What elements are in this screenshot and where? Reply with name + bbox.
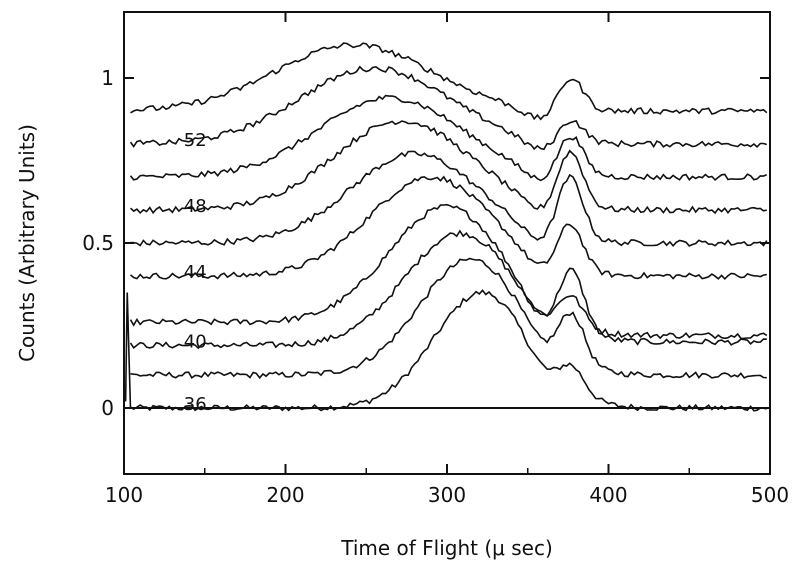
series-label: 48 — [184, 196, 207, 217]
series-line — [129, 65, 768, 151]
series-line — [129, 175, 767, 281]
y-tick-label: 0.5 — [82, 231, 114, 255]
x-tick-label: 100 — [105, 483, 143, 507]
y-tick-label: 1 — [101, 66, 114, 90]
series-line — [129, 120, 767, 215]
axes: 100 200 300 400 500 0 0.5 1 — [82, 12, 789, 507]
x-axis-title: Time of Flight (μ sec) — [340, 536, 553, 560]
x-tick-label: 400 — [589, 483, 627, 507]
series-label: 44 — [184, 262, 207, 283]
x-tick-label: 200 — [266, 483, 304, 507]
y-tick-label: 0 — [101, 396, 114, 420]
series-line — [129, 229, 767, 350]
x-tick-label: 500 — [751, 483, 789, 507]
series-line — [130, 150, 768, 248]
x-tick-label: 300 — [428, 483, 466, 507]
plot-area: 36 40 44 48 52 — [124, 42, 768, 415]
series-line — [129, 203, 768, 340]
series-label: 52 — [184, 130, 207, 151]
series-line — [130, 289, 767, 412]
series-label: 36 — [184, 394, 207, 415]
y-axis-title: Counts (Arbitrary Units) — [15, 124, 39, 362]
series-line — [129, 94, 768, 182]
series-line — [130, 257, 767, 380]
series-line — [130, 42, 768, 121]
series-label: 40 — [184, 331, 207, 352]
initial-spike — [124, 292, 132, 409]
